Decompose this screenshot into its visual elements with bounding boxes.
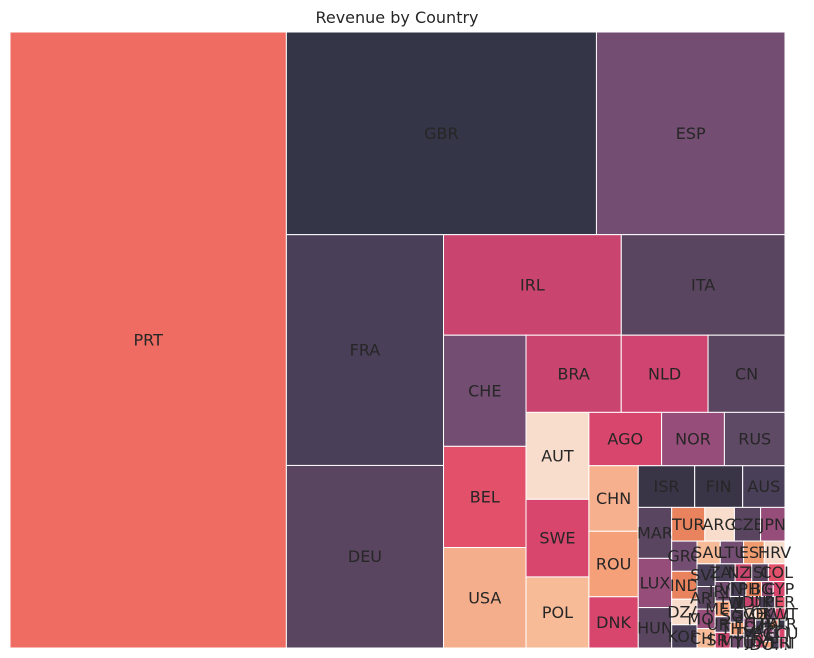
tile-label-est: EST <box>739 543 769 562</box>
tile-label-sau: SAU <box>692 543 725 562</box>
tile-label-aus: AUS <box>747 477 780 496</box>
tile-label-bra: BRA <box>557 364 589 383</box>
tile-label-esp: ESP <box>676 124 706 143</box>
tile-label-lux: LUX <box>640 573 671 592</box>
tile-label-ago: AGO <box>607 430 643 449</box>
tile-bra <box>525 334 622 413</box>
tile-label-ind: IND <box>670 576 699 595</box>
tile-label-per: PER <box>764 593 795 612</box>
tile-label-che: CHE <box>468 381 501 400</box>
tile-label-hrv: HRV <box>758 543 791 562</box>
tile-fra <box>285 234 445 466</box>
tile-label-kor: KOR <box>668 627 701 646</box>
tile-label-chn: CHN <box>596 489 631 508</box>
tile-irl <box>443 234 622 336</box>
tile-esp <box>595 31 786 236</box>
tile-label-grc: GRC <box>667 547 701 566</box>
tile-label-cyp: CYP <box>764 580 795 599</box>
tile-label-deu: DEU <box>348 547 382 566</box>
tile-gbr <box>285 31 597 236</box>
tile-tur <box>671 506 706 542</box>
tile-label-zaf: ZAF <box>710 563 741 582</box>
tile-cn <box>707 334 786 413</box>
tile-nor <box>661 411 725 467</box>
tile-nld <box>620 334 709 413</box>
tile-lux <box>637 557 673 609</box>
tile-pri <box>778 637 786 649</box>
tile-label-cn: CN <box>735 364 758 383</box>
tile-label-bel: BEL <box>470 487 500 506</box>
tile-label-nor: NOR <box>675 430 711 449</box>
tile-label-cze: CZE <box>731 515 763 534</box>
tile-label-are: ARE <box>690 588 722 607</box>
tile-label-svk: SVK <box>690 566 722 585</box>
tile-aus <box>742 465 786 508</box>
tile-label-tur: TUR <box>671 515 705 534</box>
tile-label-fin: FIN <box>706 477 732 496</box>
tile-label-hun: HUN <box>637 618 673 637</box>
tile-che <box>443 334 527 447</box>
tile-label-rus: RUS <box>738 430 771 449</box>
tile-label-pri: PRI <box>769 634 794 653</box>
tile-label-prt: PRT <box>133 331 163 350</box>
tile-label-chl: CHL <box>690 629 722 648</box>
tile-label-dza: DZA <box>667 602 701 621</box>
tile-label-ita: ITA <box>691 275 715 294</box>
tile-label-isr: ISR <box>653 477 679 496</box>
tile-hun <box>637 607 673 649</box>
tile-label-pol: POL <box>542 603 573 622</box>
tile-label-isl: ISL <box>748 563 772 582</box>
tile-label-fra: FRA <box>350 341 381 360</box>
tile-label-arg: ARG <box>702 515 736 534</box>
tile-label-aut: AUT <box>541 446 574 465</box>
tile-label-rou: ROU <box>596 555 631 574</box>
tile-label-col: COL <box>760 563 793 582</box>
tile-fin <box>694 465 744 508</box>
tile-bel <box>443 445 527 549</box>
tile-label-mar: MAR <box>637 523 673 542</box>
tile-deu <box>285 464 445 649</box>
tile-swe <box>525 498 590 578</box>
tile-ind <box>671 570 698 600</box>
tile-label-jpn: JPN <box>759 515 786 534</box>
tile-rus <box>723 411 786 467</box>
tile-label-usa: USA <box>468 588 501 607</box>
tile-label-gbr: GBR <box>424 124 459 143</box>
tile-label-nld: NLD <box>648 364 681 383</box>
tile-usa <box>443 547 527 649</box>
tile-label-irl: IRL <box>520 275 545 294</box>
tile-dnk <box>588 596 639 649</box>
tile-label-ltu: LTU <box>718 543 746 562</box>
tile-ita <box>620 234 786 336</box>
tile-label-dnk: DNK <box>596 613 631 632</box>
tile-label-kwt: KWT <box>762 604 798 623</box>
tile-label-swe: SWE <box>539 529 575 548</box>
tile-label-irn: IRN <box>709 582 737 601</box>
tile-aut <box>525 411 590 500</box>
chart-title: Revenue by Country <box>315 8 479 27</box>
